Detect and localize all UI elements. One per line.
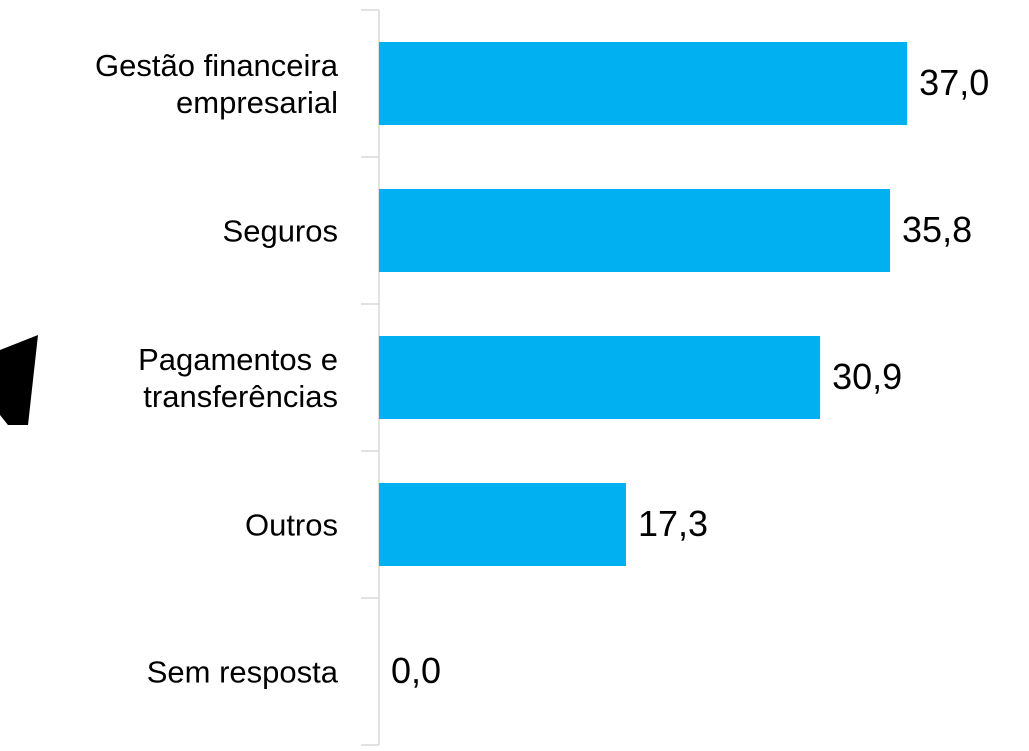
y-tick-label: Sem resposta	[146, 654, 338, 689]
y-tick-label: Pagamentos e transferências	[138, 341, 338, 414]
y-tick-label: Seguros	[222, 213, 338, 248]
y-tick-label: Outros	[244, 507, 338, 542]
bar	[379, 42, 908, 125]
bar	[379, 336, 821, 419]
value-label: 30,9	[832, 356, 902, 397]
bar	[379, 483, 626, 566]
value-label: 35,8	[902, 209, 972, 250]
decoration	[0, 335, 38, 425]
bar	[379, 189, 891, 272]
value-label: 0,0	[391, 650, 441, 691]
value-label: 17,3	[638, 503, 708, 544]
y-tick-label: Gestão financeira empresarial	[95, 47, 338, 120]
value-label: 37,0	[919, 62, 989, 103]
